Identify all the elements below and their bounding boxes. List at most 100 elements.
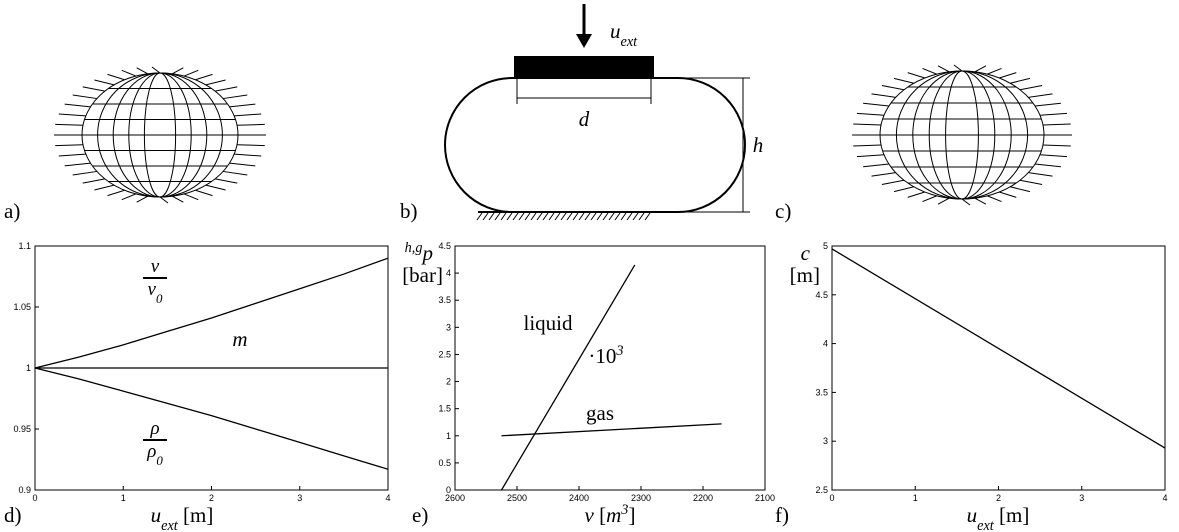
- panel-label: c): [775, 199, 791, 223]
- x-tick-label: 3: [1079, 493, 1084, 503]
- mesh-arrow: [152, 67, 160, 73]
- y-axis-label: c: [801, 241, 811, 265]
- hatch-line: [639, 213, 644, 220]
- x-axis-label: uext [m]: [151, 503, 214, 532]
- y-tick-label: 4.5: [815, 290, 828, 300]
- series-line: [35, 368, 388, 469]
- mesh-arrow: [853, 145, 881, 146]
- mesh-arrow: [1043, 124, 1071, 125]
- text-part: ρ: [146, 441, 156, 462]
- y-tick-label: 3: [823, 436, 828, 446]
- y-tick-label: 0.5: [438, 458, 451, 468]
- hatch-line: [537, 213, 542, 220]
- mesh-arrow: [184, 194, 198, 200]
- hatch-line: [543, 213, 548, 220]
- mesh-arrow: [999, 192, 1016, 197]
- mesh-arrow: [999, 73, 1016, 78]
- text-part: m: [606, 503, 621, 527]
- x-tick-label: 4: [385, 493, 390, 503]
- x-tick-label: 3: [297, 493, 302, 503]
- mesh-arrow: [975, 66, 986, 72]
- y-tick-label: 1.1: [18, 241, 31, 251]
- mesh-arrow: [1043, 145, 1071, 146]
- text-part: m: [232, 327, 247, 351]
- y-tick-label: 0.9: [18, 485, 31, 495]
- hatch-line: [483, 213, 488, 220]
- y-tick-label: 4: [446, 268, 451, 278]
- mesh-arrow: [853, 124, 881, 125]
- y-tick-label: 2.5: [438, 349, 451, 359]
- text-part: h,g: [405, 240, 423, 256]
- text-part: ext: [977, 518, 995, 532]
- mesh-arrow: [65, 104, 91, 107]
- panel-label: d): [4, 503, 22, 527]
- annotation: ·103: [588, 343, 623, 368]
- mesh-arrow: [857, 155, 884, 157]
- y-tick-label: 1: [26, 363, 31, 373]
- mesh-arrow: [122, 194, 136, 200]
- load-label: uext: [610, 19, 638, 50]
- hatch-line: [519, 213, 524, 220]
- x-tick-label: 2500: [507, 493, 527, 503]
- text-part: u: [610, 19, 621, 43]
- text-part: u: [967, 503, 978, 527]
- hatch-line: [489, 213, 494, 220]
- hatch-line: [633, 213, 638, 220]
- hatch-line: [597, 213, 602, 220]
- series-line: [502, 265, 635, 490]
- series-line: [832, 249, 1165, 448]
- text-part: c: [801, 241, 811, 265]
- text-part: [m]: [994, 503, 1030, 527]
- mesh-arrow: [1040, 113, 1067, 115]
- mesh-arrow: [908, 73, 925, 78]
- text-part: ·10: [588, 344, 616, 368]
- schematic: [445, 4, 750, 220]
- hatch-line: [591, 213, 596, 220]
- mesh-arrow: [229, 104, 255, 107]
- mesh-arrow: [863, 164, 889, 167]
- hatch-line: [567, 213, 572, 220]
- mesh-arrow: [223, 171, 247, 175]
- hatch-line: [495, 213, 500, 220]
- y-tick-label: 4.5: [438, 241, 451, 251]
- mesh-arrow: [108, 74, 125, 79]
- y-tick-label: 0: [446, 485, 451, 495]
- mesh-arrow: [882, 86, 904, 90]
- mesh-arrow: [954, 65, 962, 71]
- height-label: h: [753, 133, 764, 157]
- mesh-arrow: [137, 68, 148, 74]
- mesh-arrow: [871, 173, 895, 177]
- text-part: [: [594, 503, 606, 527]
- mesh-arrow: [73, 95, 97, 99]
- text-part: h: [753, 133, 764, 157]
- hatch-line: [579, 213, 584, 220]
- annotation: liquid: [523, 311, 573, 335]
- x-tick-label: 0: [32, 493, 37, 503]
- mesh-arrow: [894, 187, 914, 192]
- x-tick-label: 1: [913, 493, 918, 503]
- mesh-arrow: [172, 196, 183, 202]
- mesh-arrow: [237, 124, 265, 125]
- mesh-arrow: [223, 95, 247, 99]
- mesh-arrow: [184, 70, 198, 76]
- plot-frame: [455, 246, 765, 490]
- hatch-line: [561, 213, 566, 220]
- text-part: ]: [628, 503, 635, 527]
- mesh-arrow: [1010, 78, 1030, 83]
- mesh: [54, 67, 266, 203]
- mesh-arrow: [1028, 173, 1052, 177]
- x-tick-label: 0: [829, 493, 834, 503]
- mesh-arrow: [137, 196, 148, 202]
- x-tick-label: 2: [209, 493, 214, 503]
- hatch-line: [531, 213, 536, 220]
- y-tick-label: 1.5: [438, 404, 451, 414]
- x-tick-label: 2300: [631, 493, 651, 503]
- annotation: m: [232, 327, 247, 351]
- mesh-arrow: [195, 74, 212, 79]
- hatch-line: [513, 213, 518, 220]
- mesh-arrow: [987, 196, 1001, 202]
- text-part: 3: [615, 343, 623, 359]
- plate: [515, 57, 653, 77]
- fraction-numerator: ρ: [149, 418, 159, 439]
- mesh-arrow: [59, 114, 86, 116]
